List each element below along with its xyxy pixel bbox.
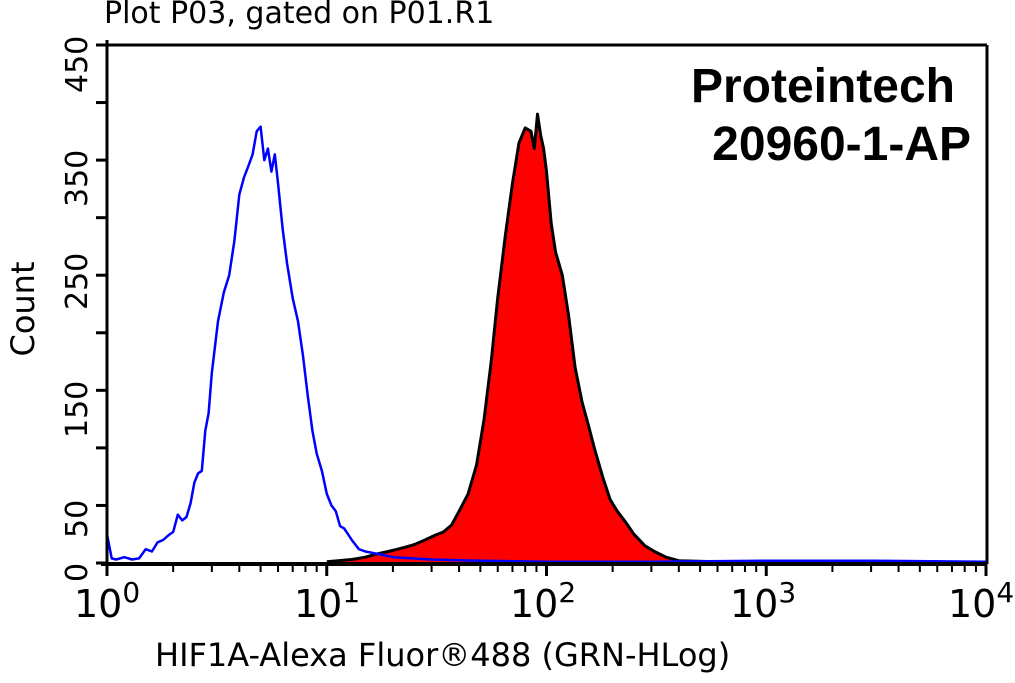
plot-title: Plot P03, gated on P01.R1 — [104, 0, 495, 31]
y-tick-label: 250 — [60, 252, 95, 310]
control-histogram-line — [105, 125, 987, 564]
antibody-histogram-fill — [326, 114, 986, 563]
y-tick-label: 150 — [60, 380, 95, 438]
y-tick-label: 0 — [60, 562, 95, 582]
y-axis-ticks — [96, 43, 107, 565]
brand-annotation: Proteintech 20960-1-AP — [690, 58, 971, 174]
x-tick-label: 102 — [510, 576, 577, 626]
x-axis-label: HIF1A-Alexa Fluor®488 (GRN-HLog) — [155, 636, 731, 674]
x-tick-label: 101 — [294, 576, 361, 626]
histogram-series — [105, 112, 987, 565]
antibody-histogram-outline — [326, 112, 987, 565]
x-tick-label: 104 — [948, 576, 1015, 626]
plot-frame — [101, 40, 989, 570]
y-tick-label: 450 — [60, 35, 95, 93]
x-tick-label: 103 — [730, 576, 797, 626]
y-tick-label: 50 — [60, 499, 95, 538]
x-tick-label: 100 — [74, 576, 141, 626]
catalog-number: 20960-1-AP — [712, 118, 971, 171]
brand-name: Proteintech — [690, 60, 955, 113]
y-axis-label: Count — [4, 261, 42, 357]
y-tick-label: 350 — [60, 149, 95, 207]
x-axis-ticks — [105, 564, 988, 576]
